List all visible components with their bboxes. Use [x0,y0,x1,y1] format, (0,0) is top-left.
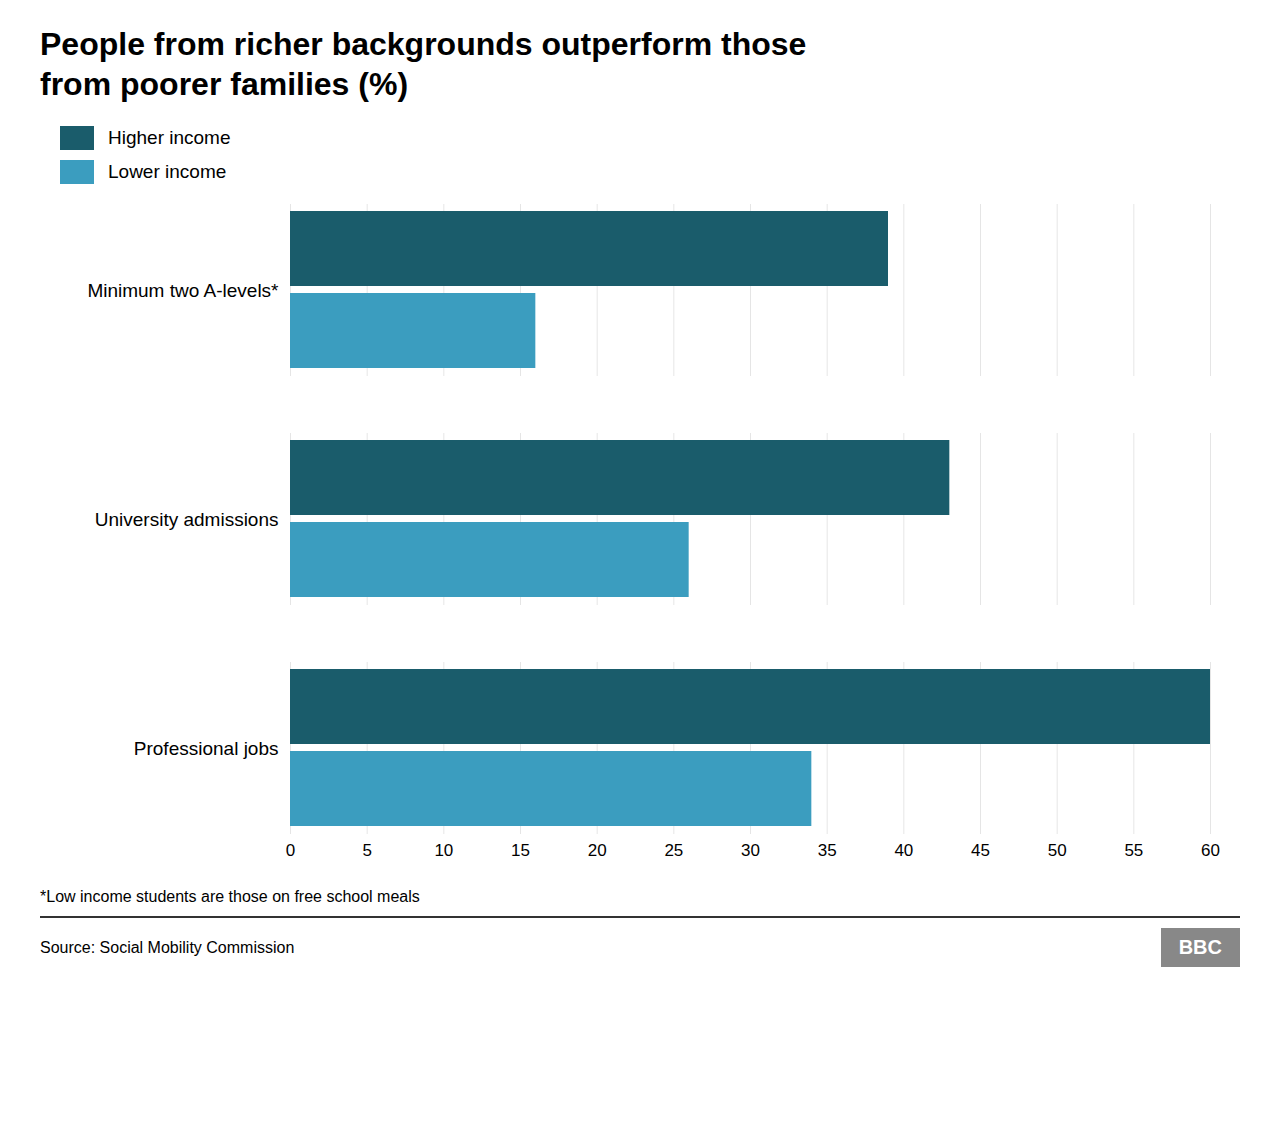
svg-text:University admissions: University admissions [95,509,279,530]
html-text:Source: Social Mobility Commis: Source: Social Mobility Commission [40,938,295,956]
html-text:*Low income students are those: *Low income students are those on free s… [40,888,420,905]
svg-text:Minimum two A-levels*: Minimum two A-levels* [87,280,279,301]
svg-text:25: 25 [664,841,683,860]
svg-text:50: 50 [1048,841,1067,860]
svg-text:5: 5 [362,841,371,860]
svg-text:35: 35 [818,841,837,860]
svg-text:45: 45 [971,841,990,860]
svg-text:30: 30 [741,841,760,860]
svg-text:10: 10 [434,841,453,860]
svg-text:20: 20 [588,841,607,860]
svg-text:40: 40 [894,841,913,860]
svg-text:Professional jobs: Professional jobs [134,738,279,759]
svg-text:15: 15 [511,841,530,860]
html-text:BBC: BBC [1178,936,1222,958]
svg-text:55: 55 [1124,841,1143,860]
html-text:People from richer backgrounds: People from richer backgrounds outperfor… [40,26,807,102]
html-text:Lower income: Lower income [108,161,227,182]
svg-text:0: 0 [286,841,295,860]
html-text:Higher income: Higher income [108,127,231,148]
svg-text:60: 60 [1201,841,1220,860]
